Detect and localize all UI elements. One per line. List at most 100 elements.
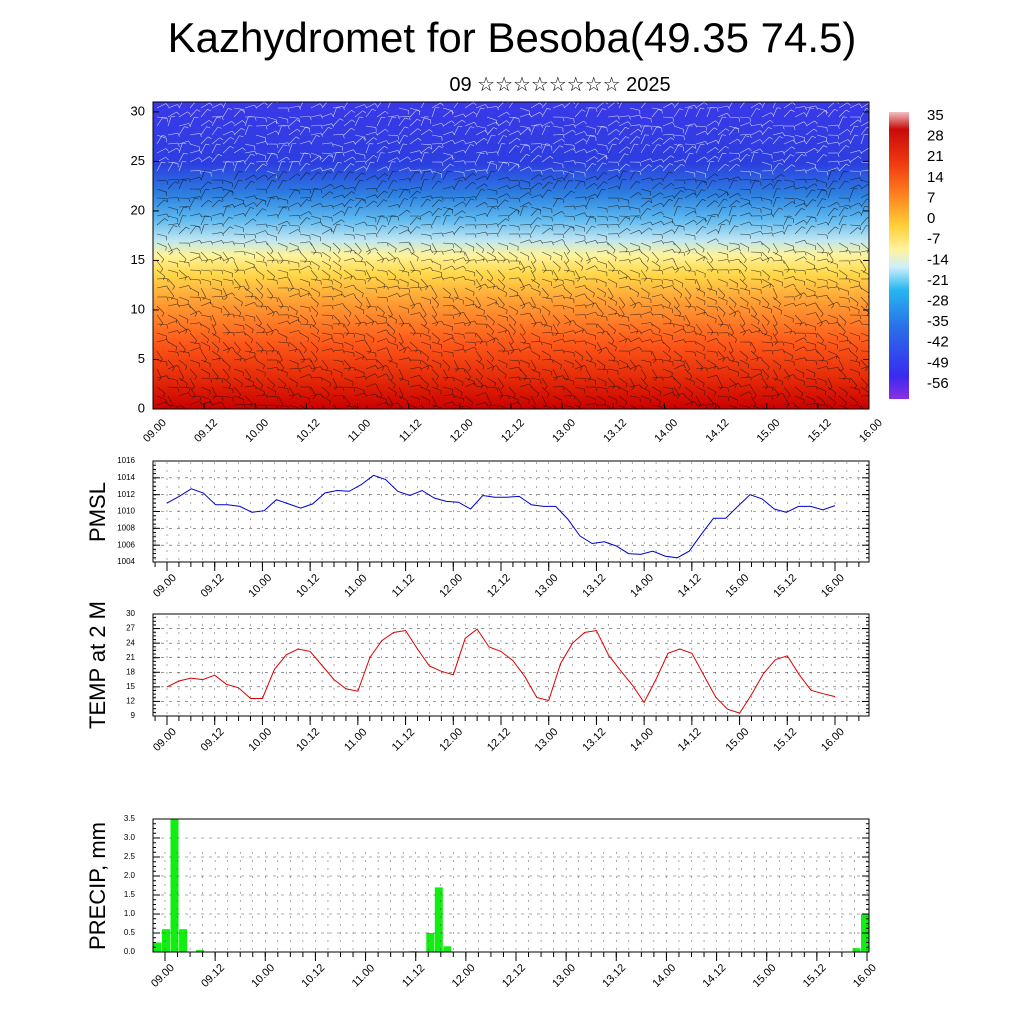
wind-barb-flag xyxy=(386,242,389,247)
wind-barb xyxy=(420,179,425,190)
wind-barb xyxy=(585,107,590,118)
wind-barb xyxy=(156,305,165,314)
wind-barb-flag xyxy=(799,295,802,299)
wind-barb-flag xyxy=(448,294,451,299)
wind-barb-flag xyxy=(638,301,642,306)
wind-barb-flag xyxy=(854,385,858,389)
wind-barb-flag xyxy=(727,396,729,401)
wind-barb xyxy=(651,285,662,289)
wind-barb xyxy=(596,278,607,284)
colorbar-label: 28 xyxy=(927,128,944,145)
wind-barb-flag xyxy=(778,162,783,165)
wind-barb xyxy=(475,175,486,181)
wind-barb xyxy=(431,296,440,305)
wind-barb xyxy=(706,359,716,366)
wind-barb xyxy=(431,208,439,217)
wind-barb-flag xyxy=(551,225,554,230)
wind-barb-flag xyxy=(826,280,828,285)
wind-barb-flag xyxy=(188,123,191,128)
wind-barb-flag xyxy=(309,189,312,194)
wind-barb-flag xyxy=(174,181,179,184)
wind-barb-flag xyxy=(562,284,565,288)
wind-barb-flag xyxy=(433,314,438,318)
wind-barb xyxy=(277,161,282,172)
wind-barb-flag xyxy=(341,219,345,223)
wind-barb xyxy=(409,269,420,272)
wind-barb-flag xyxy=(342,323,345,328)
wind-barb xyxy=(772,305,782,311)
wind-barb xyxy=(398,198,405,208)
wind-barb xyxy=(772,251,782,258)
wind-barb xyxy=(398,346,409,352)
t-ytick-label: 30 xyxy=(126,609,135,618)
wind-barb-flag xyxy=(199,133,202,138)
wind-barb xyxy=(167,206,178,210)
wind-barb xyxy=(761,269,770,277)
wind-barb xyxy=(508,277,519,280)
wind-barb xyxy=(288,143,293,154)
wind-barb-flag xyxy=(848,340,851,345)
wind-barb-flag xyxy=(801,154,806,157)
wind-barb xyxy=(728,341,734,352)
wind-barb-flag xyxy=(604,292,606,297)
wind-barb xyxy=(541,323,552,328)
wind-barb xyxy=(816,267,827,271)
wind-barb xyxy=(728,179,734,190)
wind-barb-flag xyxy=(562,177,565,182)
wind-barb-flag xyxy=(502,224,507,227)
wind-barb-flag xyxy=(671,229,675,233)
wind-barb xyxy=(541,269,553,272)
wind-barb xyxy=(365,305,377,308)
wind-barb-flag xyxy=(399,377,404,381)
wind-barb-flag xyxy=(645,267,649,272)
wind-barb-flag xyxy=(231,292,235,296)
wind-barb xyxy=(332,171,339,181)
wind-barb-flag xyxy=(803,219,807,224)
wind-barb xyxy=(541,350,551,357)
wind-barb-flag xyxy=(562,234,565,239)
wind-barb-flag xyxy=(485,224,488,229)
wind-barb xyxy=(464,377,475,382)
wind-barb xyxy=(288,330,299,334)
wind-barb xyxy=(860,287,869,294)
wind-barb-flag xyxy=(749,179,752,184)
wind-barb-flag xyxy=(766,376,769,380)
wind-barb xyxy=(200,251,209,260)
wind-barb-flag xyxy=(286,337,288,342)
wind-barb-flag xyxy=(331,305,334,310)
wind-barb-flag xyxy=(330,183,334,188)
wind-barb-flag xyxy=(727,325,729,330)
wind-barb-flag xyxy=(617,270,620,275)
wind-barb xyxy=(695,395,702,405)
wind-barb-flag xyxy=(704,102,708,106)
wind-barb xyxy=(233,160,244,163)
wind-barb xyxy=(398,167,409,172)
wind-barb xyxy=(453,257,464,262)
wind-barb-flag xyxy=(463,197,466,202)
wind-barb xyxy=(563,350,574,353)
wind-barb xyxy=(398,260,406,270)
wind-barb xyxy=(706,215,712,226)
wind-barb-flag xyxy=(716,352,718,357)
wind-barb xyxy=(563,180,570,190)
wind-barb xyxy=(662,146,671,154)
wind-barb-flag xyxy=(364,279,366,285)
wind-barb xyxy=(596,395,606,402)
wind-barb xyxy=(838,368,846,377)
wind-barb xyxy=(816,206,822,217)
wind-barb-flag xyxy=(440,102,444,106)
wind-barb-flag xyxy=(562,239,565,243)
wind-barb-flag xyxy=(265,405,268,409)
wind-barb xyxy=(673,143,684,148)
wind-barb-flag xyxy=(793,249,796,254)
wind-barb-flag xyxy=(262,163,267,167)
wind-barb-flag xyxy=(848,278,851,283)
wind-barb-flag xyxy=(177,179,180,184)
wind-barb xyxy=(838,332,849,338)
wind-barb xyxy=(860,161,869,164)
wind-barb-flag xyxy=(507,351,510,356)
wind-barb-flag xyxy=(210,172,212,177)
wind-barb xyxy=(772,278,783,283)
wind-barb xyxy=(640,208,648,217)
wind-barb xyxy=(453,395,464,400)
